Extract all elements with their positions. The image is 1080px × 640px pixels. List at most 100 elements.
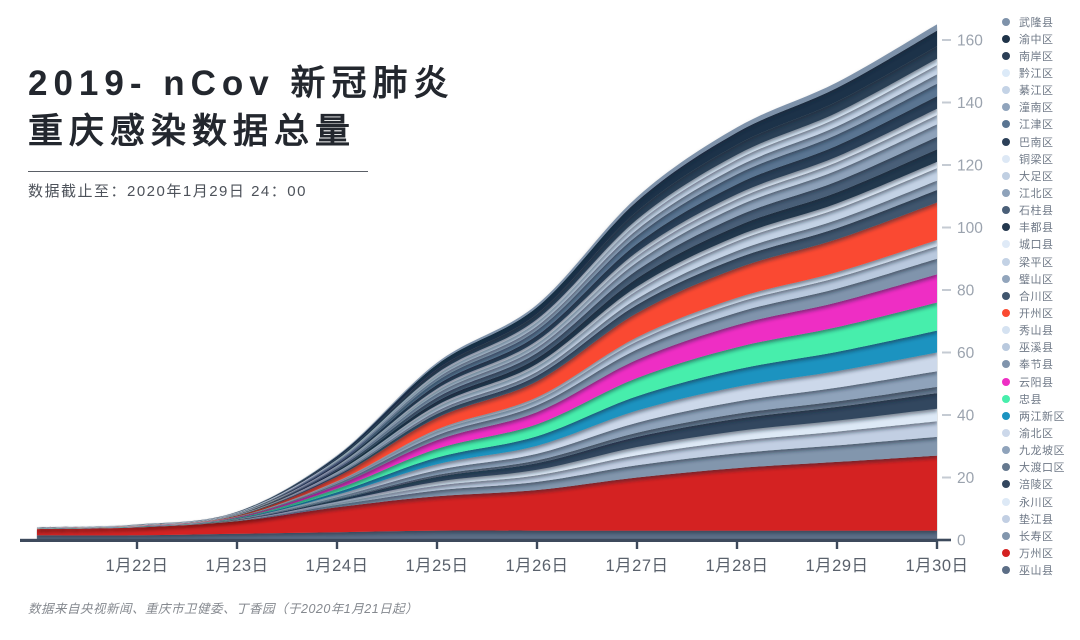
area-band-18 xyxy=(37,168,937,528)
legend-item: 九龙坡区 xyxy=(1002,442,1065,459)
legend-item-label: 巫山县 xyxy=(1019,565,1054,578)
legend-item: 两江新区 xyxy=(1002,407,1065,424)
legend-item-label: 江北区 xyxy=(1019,187,1054,200)
legend-swatch-icon xyxy=(1002,428,1010,437)
legend-swatch-icon xyxy=(1002,120,1010,129)
x-tick-label: 1月30日 xyxy=(905,557,968,575)
area-band-22 xyxy=(37,124,937,528)
area-band-12 xyxy=(37,258,937,529)
legend-swatch-icon xyxy=(1002,446,1010,455)
area-band-17 xyxy=(37,180,937,528)
legend-item: 江北区 xyxy=(1002,184,1065,201)
legend-item: 秀山县 xyxy=(1002,322,1065,339)
legend-item: 石柱县 xyxy=(1002,202,1065,219)
y-tick-label: 160 xyxy=(957,33,983,50)
legend-swatch-icon xyxy=(1002,360,1010,369)
legend-item-label: 开州区 xyxy=(1019,307,1054,320)
legend-item-label: 江津区 xyxy=(1019,119,1054,132)
area-band-11 xyxy=(37,274,937,529)
x-tick-label: 1月27日 xyxy=(605,557,668,575)
x-tick xyxy=(335,541,339,549)
legend-item: 綦江区 xyxy=(1002,82,1065,99)
legend-item: 丰都县 xyxy=(1002,219,1065,236)
legend-swatch-icon xyxy=(1002,308,1010,317)
x-tick-label: 1月22日 xyxy=(105,557,168,575)
chart-legend: 武隆县 渝中区 南岸区 黔江区 綦江区 潼南区 江津区 巴南区 铜梁区 大足区 江北区 石柱县 丰都县城… xyxy=(1002,13,1065,579)
legend-swatch-icon xyxy=(1002,51,1010,60)
legend-swatch-icon xyxy=(1002,223,1010,232)
legend-item-label: 九龙坡区 xyxy=(1019,445,1065,458)
area-band-15 xyxy=(37,202,937,529)
legend-swatch-icon xyxy=(1002,548,1010,557)
legend-swatch-icon xyxy=(1002,411,1010,420)
legend-item: 开州区 xyxy=(1002,304,1065,321)
legend-item: 武隆县 xyxy=(1002,13,1065,30)
legend-swatch-icon xyxy=(1002,463,1010,472)
x-tick xyxy=(235,541,239,549)
x-tick xyxy=(535,541,539,549)
x-tick xyxy=(835,541,839,549)
legend-swatch-icon xyxy=(1002,274,1010,283)
area-band-0 xyxy=(37,530,937,540)
legend-item: 梁平区 xyxy=(1002,253,1065,270)
x-tick-label: 1月25日 xyxy=(405,557,468,575)
x-axis-line xyxy=(20,538,938,542)
area-band-21 xyxy=(37,136,937,528)
legend-item: 渝北区 xyxy=(1002,424,1065,441)
legend-item-label: 云阳县 xyxy=(1019,376,1054,389)
legend-item: 长寿区 xyxy=(1002,527,1065,544)
legend-item-label: 万州区 xyxy=(1019,547,1054,560)
legend-item-label: 黔江区 xyxy=(1019,67,1054,80)
x-tick xyxy=(135,541,139,549)
legend-item-label: 铜梁区 xyxy=(1019,153,1054,166)
area-band-31 xyxy=(37,30,937,528)
data-cutoff-note: 数据截止至：2020年1月29日 24：00 xyxy=(28,183,307,200)
title-divider xyxy=(28,171,368,172)
legend-swatch-icon xyxy=(1002,171,1010,180)
legend-item-label: 渝中区 xyxy=(1019,33,1054,46)
x-tick-label: 1月26日 xyxy=(505,557,568,575)
legend-item: 合川区 xyxy=(1002,287,1065,304)
area-band-20 xyxy=(37,149,937,528)
legend-item: 南岸区 xyxy=(1002,47,1065,64)
area-band-30 xyxy=(37,46,937,528)
y-tick-label: 40 xyxy=(957,408,975,425)
legend-item-label: 武隆县 xyxy=(1019,16,1054,29)
x-tick-label: 1月29日 xyxy=(805,557,868,575)
y-tick-label: 120 xyxy=(957,158,983,175)
legend-item-label: 城口县 xyxy=(1019,239,1054,252)
legend-item-label: 梁平区 xyxy=(1019,256,1054,269)
legend-item: 忠县 xyxy=(1002,390,1065,407)
legend-swatch-icon xyxy=(1002,291,1010,300)
legend-item: 巫溪县 xyxy=(1002,339,1065,356)
legend-swatch-icon xyxy=(1002,240,1010,249)
legend-item-label: 渝北区 xyxy=(1019,427,1054,440)
area-band-8 xyxy=(37,352,937,529)
chart-header: 2019- nCov 新冠肺炎 重庆感染数据总量 数据截止至：2020年1月29… xyxy=(28,60,454,201)
y-tick-label: 0 xyxy=(957,533,966,550)
legend-swatch-icon xyxy=(1002,343,1010,352)
legend-swatch-icon xyxy=(1002,514,1010,523)
legend-swatch-icon xyxy=(1002,377,1010,386)
legend-item-label: 奉节县 xyxy=(1019,359,1054,372)
x-tick xyxy=(935,541,939,549)
source-note: 数据来自央视新闻、重庆市卫健委、丁香园（于2020年1月21日起） xyxy=(28,602,419,616)
legend-item-label: 永川区 xyxy=(1019,496,1054,509)
area-band-25 xyxy=(37,96,937,528)
legend-item-label: 石柱县 xyxy=(1019,205,1054,218)
legend-item-label: 璧山区 xyxy=(1019,273,1054,286)
legend-item-label: 忠县 xyxy=(1019,393,1042,406)
legend-item-label: 大足区 xyxy=(1019,170,1054,183)
legend-item: 巫山县 xyxy=(1002,562,1065,579)
legend-item: 潼南区 xyxy=(1002,99,1065,116)
legend-item-label: 垫江县 xyxy=(1019,513,1054,526)
legend-item-label: 綦江区 xyxy=(1019,85,1054,98)
legend-item: 大渡口区 xyxy=(1002,459,1065,476)
area-band-26 xyxy=(37,83,937,528)
area-band-9 xyxy=(37,330,937,529)
legend-item: 城口县 xyxy=(1002,236,1065,253)
area-band-1 xyxy=(37,455,937,536)
y-tick-label: 20 xyxy=(957,470,975,487)
